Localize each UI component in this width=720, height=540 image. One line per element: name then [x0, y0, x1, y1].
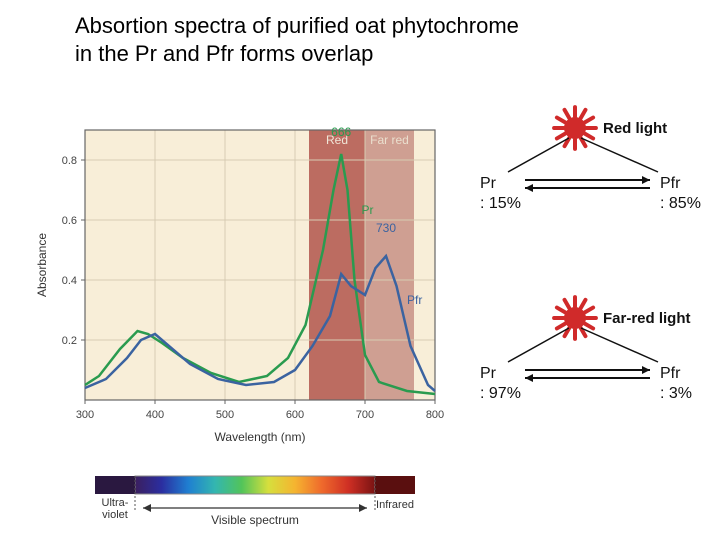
svg-text:: 85%: : 85%: [660, 195, 701, 212]
svg-text:: 97%: : 97%: [480, 385, 521, 402]
svg-text:Red light: Red light: [603, 120, 667, 137]
svg-text:0.2: 0.2: [62, 335, 77, 347]
svg-text:0.4: 0.4: [62, 275, 77, 287]
svg-text:Far red: Far red: [370, 133, 409, 147]
svg-text:Visible spectrum: Visible spectrum: [211, 513, 299, 527]
svg-text:300: 300: [76, 409, 94, 421]
svg-text:800: 800: [426, 409, 444, 421]
svg-text:0.6: 0.6: [62, 215, 77, 227]
visible-spectrum-bar: Ultra-violetInfraredVisible spectrum: [85, 470, 415, 520]
svg-text:: 3%: : 3%: [660, 385, 692, 402]
svg-text:Pr: Pr: [480, 365, 497, 382]
svg-text:Pfr: Pfr: [660, 175, 681, 192]
svg-text:Pfr: Pfr: [407, 293, 422, 307]
svg-text:730: 730: [376, 221, 396, 235]
svg-text:0.8: 0.8: [62, 155, 77, 167]
spectrum-svg: Ultra-violet Infrared Visible spectrum: [85, 470, 445, 530]
absorption-chart: RedFar red0.20.40.60.8300400500600700800…: [30, 105, 450, 455]
svg-text:Pr: Pr: [362, 203, 374, 217]
svg-text:Ultra-: Ultra-: [102, 497, 129, 509]
title-line-1: Absortion spectra of purified oat phytoc…: [75, 13, 519, 38]
equilibrium-panel: Red light Pr : 15% Pfr : 85% Far-red light Pr:…: [470, 100, 710, 500]
svg-text:600: 600: [286, 409, 304, 421]
title-line-2: in the Pr and Pfr forms overlap: [75, 41, 373, 66]
svg-text:400: 400: [146, 409, 164, 421]
svg-text:500: 500: [216, 409, 234, 421]
svg-text:violet: violet: [102, 509, 128, 521]
svg-text:Absorbance: Absorbance: [35, 233, 49, 297]
svg-text:Pfr: Pfr: [660, 365, 681, 382]
equilibrium-svg: Red light Pr : 15% Pfr : 85% Far-red light Pr:…: [470, 100, 710, 500]
svg-text:666: 666: [331, 125, 351, 139]
svg-text:Infrared: Infrared: [376, 499, 414, 511]
chart-svg: RedFar red0.20.40.60.8300400500600700800…: [30, 105, 450, 455]
svg-text:Pr: Pr: [480, 175, 497, 192]
svg-text:Far-red light: Far-red light: [603, 310, 691, 327]
svg-text:Wavelength (nm): Wavelength (nm): [215, 430, 306, 444]
svg-text:700: 700: [356, 409, 374, 421]
svg-text:: 15%: : 15%: [480, 195, 521, 212]
page-title: Absortion spectra of purified oat phytoc…: [75, 12, 519, 67]
